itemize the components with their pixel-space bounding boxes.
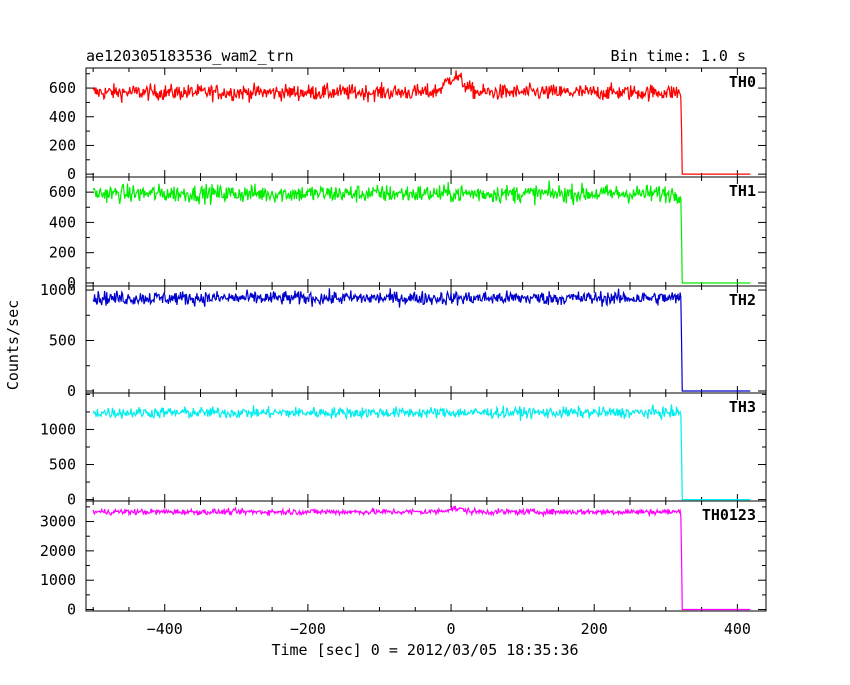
x-tick-label: 0: [447, 620, 456, 638]
panel-label-th2: TH2: [729, 291, 756, 309]
series-line-th0: [92, 70, 751, 175]
x-axis-title: Time [sec] 0 = 2012/03/05 18:35:36: [271, 641, 578, 659]
y-tick-label: 0: [67, 491, 76, 509]
x-tick-labels: −400 −200 0 200 400: [147, 620, 751, 638]
y-tick-label: 500: [49, 456, 76, 474]
y-tick-label: 200: [49, 244, 76, 262]
x-tick-label: −200: [290, 620, 326, 638]
y-tick-label: 1000: [40, 571, 76, 589]
y-tick-label: 600: [49, 183, 76, 201]
series-line-th0123: [92, 505, 751, 611]
bin-time-label: Bin time: 1.0 s: [611, 47, 746, 65]
panel-th0: 0 200 400 600 TH0: [49, 67, 767, 183]
x-tick-label: 200: [581, 620, 608, 638]
panel-th0123: 0 1000 2000 3000 TH0123: [40, 500, 767, 619]
y-tick-label: 500: [49, 332, 76, 350]
series-line-th3: [92, 404, 751, 501]
y-tick-label: 0: [67, 601, 76, 619]
y-tick-label: 0: [67, 165, 76, 183]
y-tick-label: 600: [49, 79, 76, 97]
y-tick-label: 200: [49, 136, 76, 154]
y-tick-label: 2000: [40, 542, 76, 560]
series-line-th1: [92, 180, 751, 284]
panel-label-th1: TH1: [729, 182, 756, 200]
panel-th3: 0 500 1000 TH3: [40, 392, 767, 509]
panel-label-th0123: TH0123: [702, 506, 756, 524]
y-tick-label: 400: [49, 108, 76, 126]
panel-label-th3: TH3: [729, 398, 756, 416]
y-tick-label: 0: [67, 382, 76, 400]
y-tick-label: 3000: [40, 513, 76, 531]
panel-th1: 0 200 400 600 TH1: [49, 176, 767, 292]
y-tick-label: 400: [49, 213, 76, 231]
panel-frame: [85, 67, 767, 178]
y-tick-label: 0: [67, 274, 76, 292]
panel-frame: [85, 500, 767, 612]
y-axis-title: Counts/sec: [4, 300, 22, 390]
x-tick-label: −400: [147, 620, 183, 638]
series-line-th2: [92, 288, 751, 392]
panel-frame: [85, 392, 767, 502]
chart-title: ae120305183536_wam2_trn: [86, 47, 294, 65]
y-tick-label: 1000: [40, 420, 76, 438]
panel-label-th0: TH0: [729, 73, 756, 91]
x-tick-label: 400: [724, 620, 751, 638]
y-tick-label: 1000: [40, 281, 76, 299]
panels-layer: 0 200 400 600 TH0 0 200 400 600 TH1 0 500 1000 TH2 0 50…: [40, 67, 767, 638]
panel-th2: 0 500 1000 TH2: [40, 281, 767, 400]
